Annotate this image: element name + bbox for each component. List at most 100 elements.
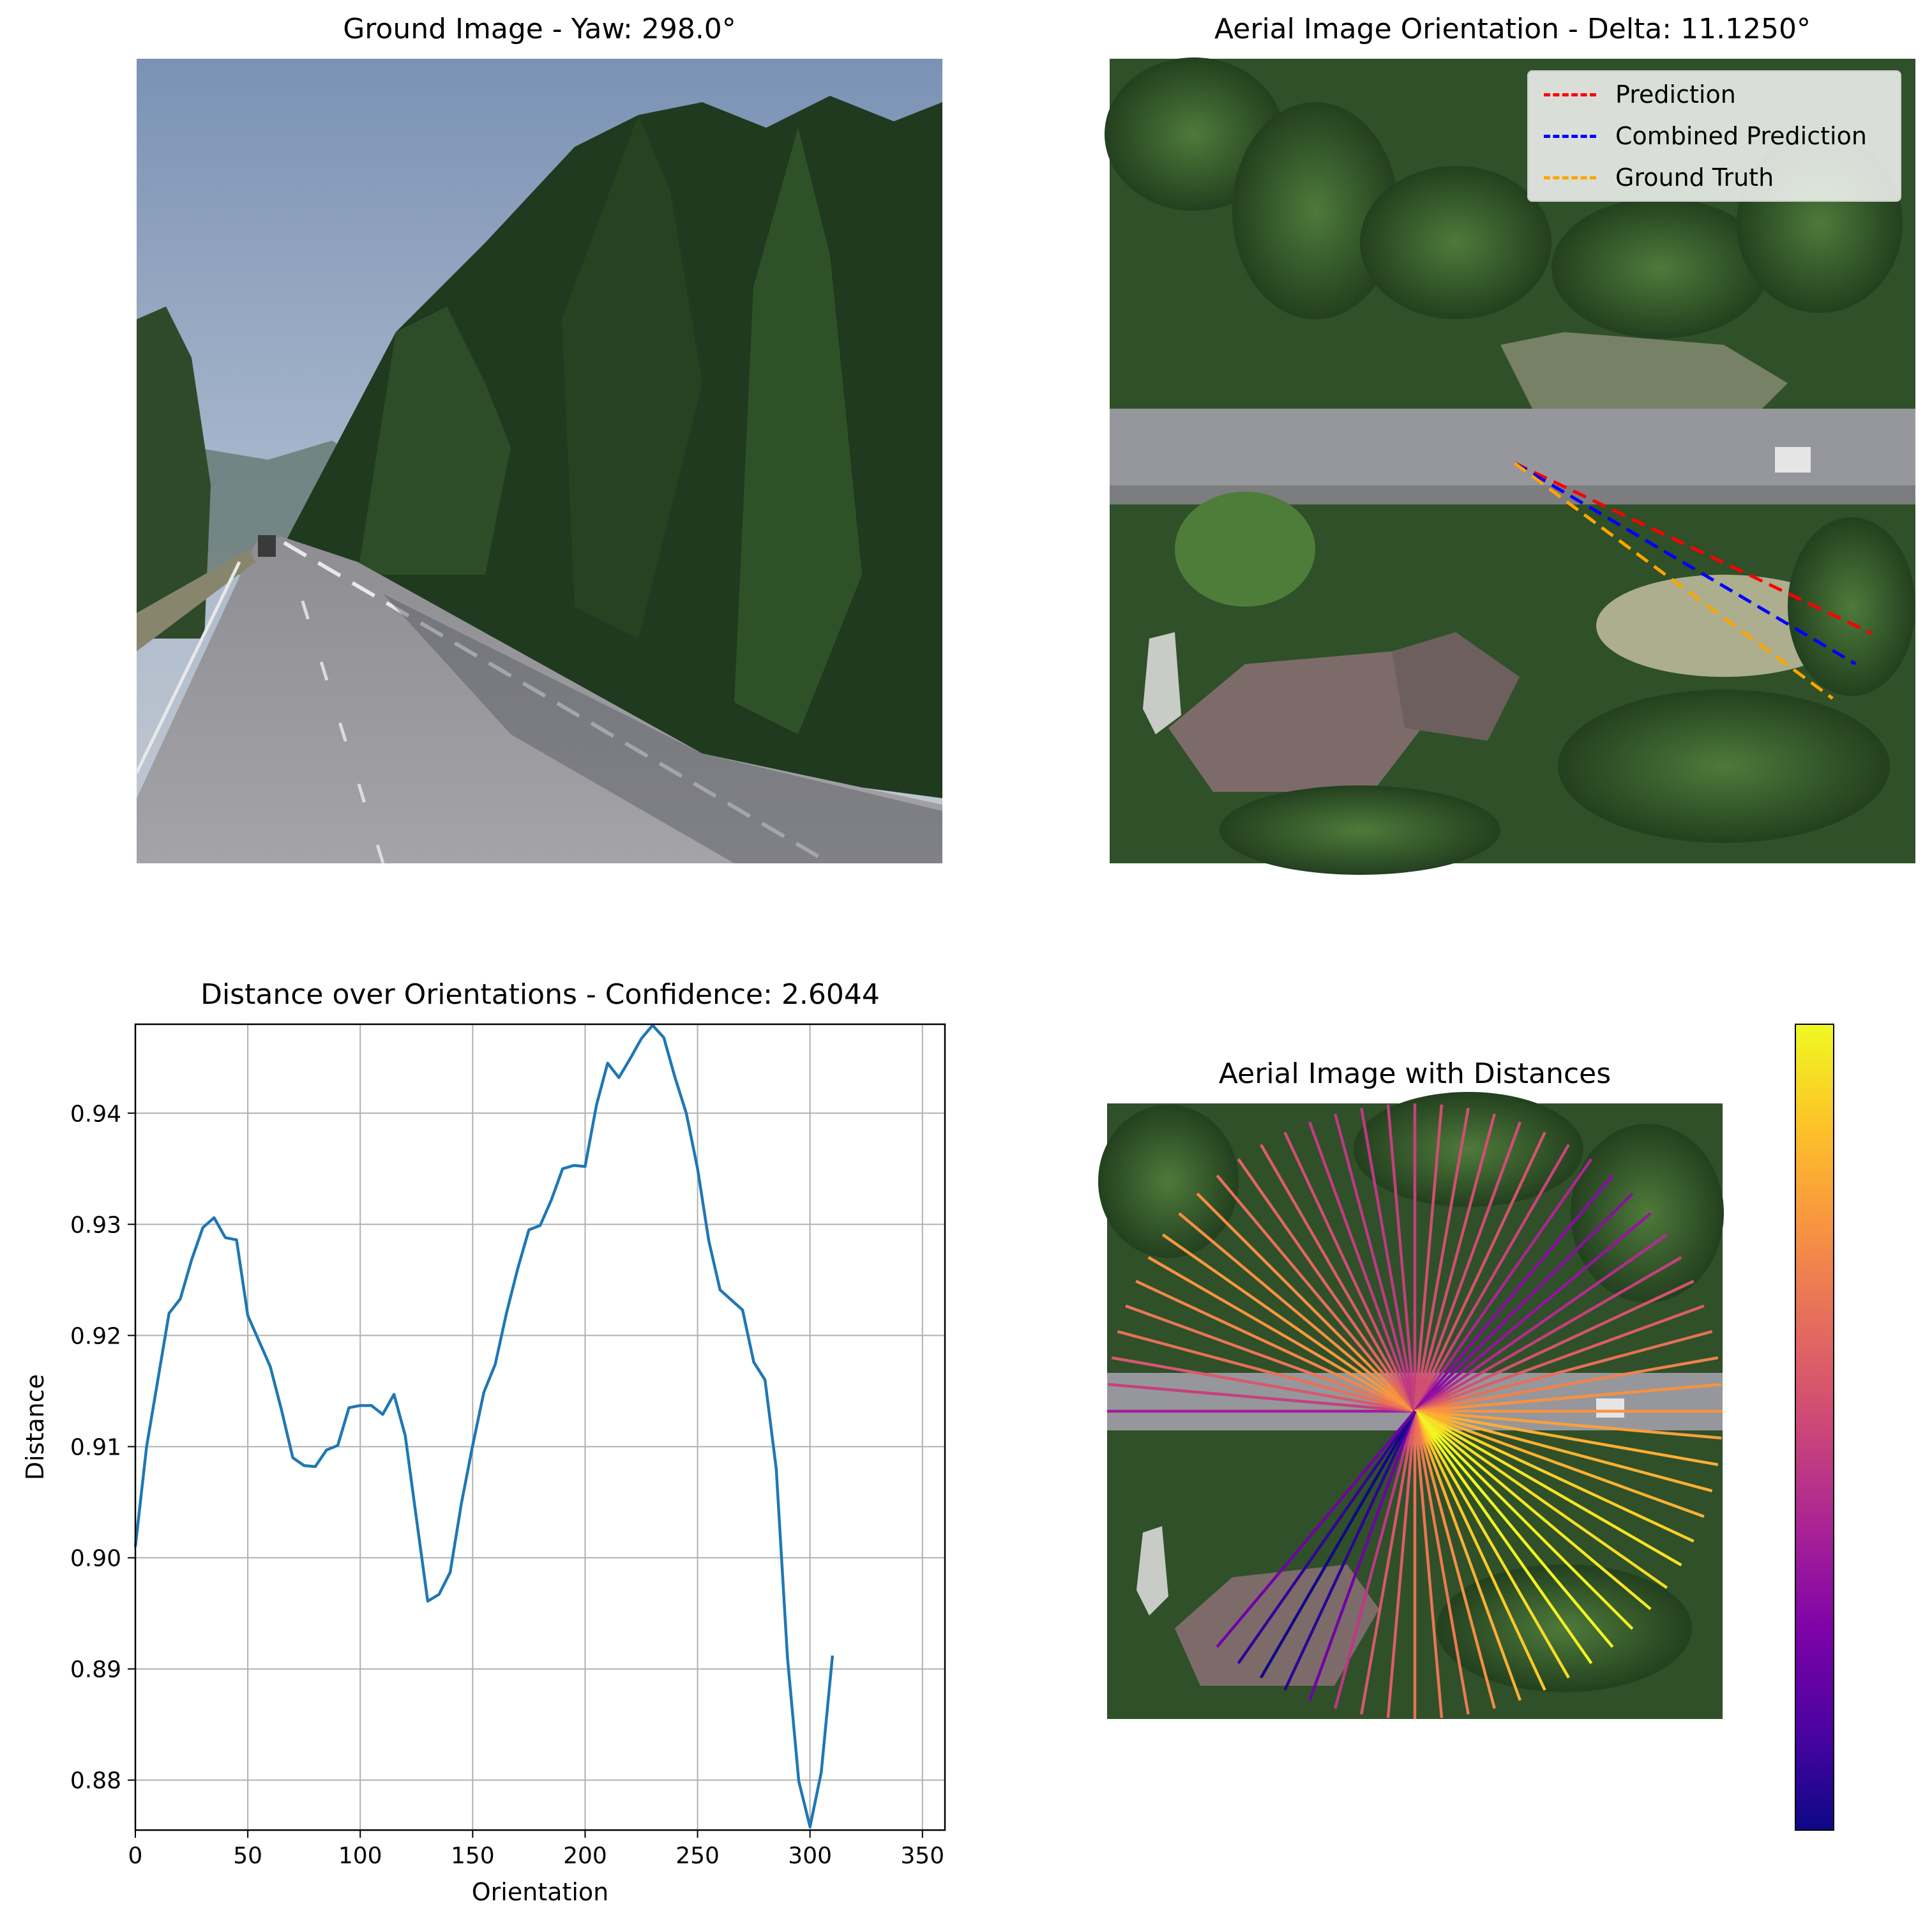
radial-line bbox=[1413, 1104, 1444, 1412]
radial-line bbox=[1413, 1132, 1546, 1412]
radial-line bbox=[1414, 1158, 1593, 1412]
y-tick-label: 0.93 bbox=[70, 1212, 121, 1238]
radial-line bbox=[1414, 1410, 1593, 1665]
legend-line-ground-truth bbox=[1544, 176, 1596, 179]
y-tick-label: 0.91 bbox=[70, 1434, 121, 1460]
radial-line bbox=[1414, 1410, 1682, 1566]
radial-line bbox=[1260, 1410, 1416, 1679]
radial-line bbox=[1111, 1356, 1415, 1413]
y-tick-label: 0.88 bbox=[70, 1768, 121, 1794]
distance-series-line bbox=[133, 1024, 834, 1829]
radial-line bbox=[1414, 1192, 1634, 1412]
radial-line bbox=[1414, 1174, 1614, 1412]
radial-line bbox=[1414, 1256, 1682, 1412]
y-tick-label: 0.90 bbox=[70, 1546, 121, 1572]
radial-line bbox=[1360, 1107, 1417, 1412]
radial-line bbox=[1414, 1410, 1634, 1630]
orientation-line-ground-truth bbox=[1513, 461, 1834, 700]
radial-line bbox=[1386, 1104, 1417, 1412]
legend-label: Combined Prediction bbox=[1615, 122, 1867, 150]
radial-line bbox=[1414, 1409, 1694, 1543]
radial-line bbox=[1386, 1411, 1417, 1718]
radial-line bbox=[1237, 1410, 1416, 1665]
legend-line-prediction bbox=[1544, 93, 1596, 96]
radial-line bbox=[1308, 1121, 1417, 1412]
radial-line bbox=[1414, 1409, 1713, 1492]
y-tick-label: 0.94 bbox=[70, 1101, 121, 1127]
radial-line bbox=[1414, 1304, 1705, 1413]
x-tick-label: 0 bbox=[128, 1843, 143, 1869]
y-tick-label: 0.89 bbox=[70, 1657, 121, 1683]
distance-plot-title: Distance over Orientations - Confidence:… bbox=[200, 978, 880, 1011]
ground-image bbox=[135, 59, 942, 865]
orientation-lines bbox=[1513, 461, 1873, 700]
x-tick-label: 200 bbox=[563, 1843, 607, 1869]
ground-image-title: Ground Image - Yaw: 298.0° bbox=[343, 13, 736, 45]
x-tick-label: 350 bbox=[900, 1843, 944, 1869]
x-tick-label: 150 bbox=[451, 1843, 495, 1869]
legend-item-ground-truth: Ground Truth bbox=[1544, 163, 1774, 192]
radial-line bbox=[1178, 1212, 1416, 1412]
radial-line bbox=[1413, 1107, 1470, 1412]
aerial-distances-image bbox=[1098, 1092, 1724, 1719]
legend-label: Ground Truth bbox=[1615, 163, 1774, 192]
radial-line bbox=[1414, 1410, 1570, 1679]
colorbar bbox=[1795, 1024, 1834, 1831]
colorbar-gradient bbox=[1795, 1024, 1834, 1831]
legend-label: Prediction bbox=[1615, 80, 1736, 109]
plot-frame bbox=[134, 1023, 946, 1831]
radial-line bbox=[1413, 1411, 1546, 1691]
radial-line bbox=[1125, 1304, 1415, 1413]
radial-line bbox=[1414, 1212, 1652, 1412]
radial-line bbox=[1413, 1121, 1522, 1412]
distance-line-chart: 0 50 100 150 200 250 300 350 0.88 0.89 0.90 0.91 0.9… bbox=[21, 1023, 946, 1906]
radial-line bbox=[1196, 1192, 1416, 1412]
radial-line bbox=[1135, 1280, 1415, 1413]
radial-line bbox=[1108, 1382, 1415, 1413]
orientation-line-combined-prediction bbox=[1513, 461, 1857, 665]
radial-line bbox=[1283, 1411, 1417, 1691]
radial-line bbox=[1413, 1113, 1496, 1412]
radial-line bbox=[1414, 1410, 1614, 1648]
radial-line bbox=[1413, 1411, 1444, 1718]
radial-line bbox=[1147, 1256, 1416, 1412]
radial-line bbox=[1414, 1410, 1652, 1610]
radial-line bbox=[1414, 1330, 1713, 1413]
radial-distance-lines bbox=[1107, 1103, 1723, 1719]
radial-line bbox=[1308, 1411, 1417, 1701]
radial-line bbox=[1117, 1330, 1415, 1413]
radial-line bbox=[1414, 1280, 1694, 1413]
radial-line bbox=[1414, 1382, 1722, 1413]
radial-line bbox=[1161, 1233, 1416, 1412]
radial-line bbox=[1414, 1409, 1705, 1518]
y-tick-label: 0.92 bbox=[70, 1323, 121, 1349]
x-axis-label: Orientation bbox=[472, 1878, 609, 1906]
x-tick-label: 50 bbox=[233, 1843, 262, 1869]
aerial-image-title: Aerial Image Orientation - Delta: 11.125… bbox=[1214, 13, 1811, 45]
radial-line bbox=[1334, 1411, 1417, 1709]
y-axis-label: Distance bbox=[21, 1374, 49, 1480]
radial-line bbox=[1414, 1356, 1719, 1413]
radial-line bbox=[1216, 1410, 1416, 1648]
radial-line bbox=[1260, 1144, 1416, 1412]
radial-line bbox=[1414, 1409, 1722, 1440]
radial-line bbox=[1334, 1113, 1417, 1412]
distances-image-title: Aerial Image with Distances bbox=[1218, 1057, 1611, 1090]
x-tick-label: 250 bbox=[675, 1843, 720, 1869]
radial-line bbox=[1413, 1411, 1470, 1715]
radial-line bbox=[1216, 1174, 1416, 1412]
radial-line bbox=[1413, 1411, 1522, 1701]
x-tick-label: 100 bbox=[338, 1843, 382, 1869]
radial-line bbox=[1414, 1410, 1668, 1589]
radial-line bbox=[1237, 1158, 1416, 1412]
legend-item-combined-prediction: Combined Prediction bbox=[1544, 122, 1867, 150]
radial-line bbox=[1283, 1132, 1417, 1412]
x-tick-label: 300 bbox=[788, 1843, 832, 1869]
radial-line bbox=[1414, 1409, 1719, 1466]
legend-item-prediction: Prediction bbox=[1544, 80, 1736, 109]
radial-line bbox=[1414, 1233, 1668, 1412]
radial-line bbox=[1413, 1411, 1496, 1709]
legend-line-combined-prediction bbox=[1544, 134, 1596, 138]
radial-line bbox=[1414, 1144, 1570, 1412]
